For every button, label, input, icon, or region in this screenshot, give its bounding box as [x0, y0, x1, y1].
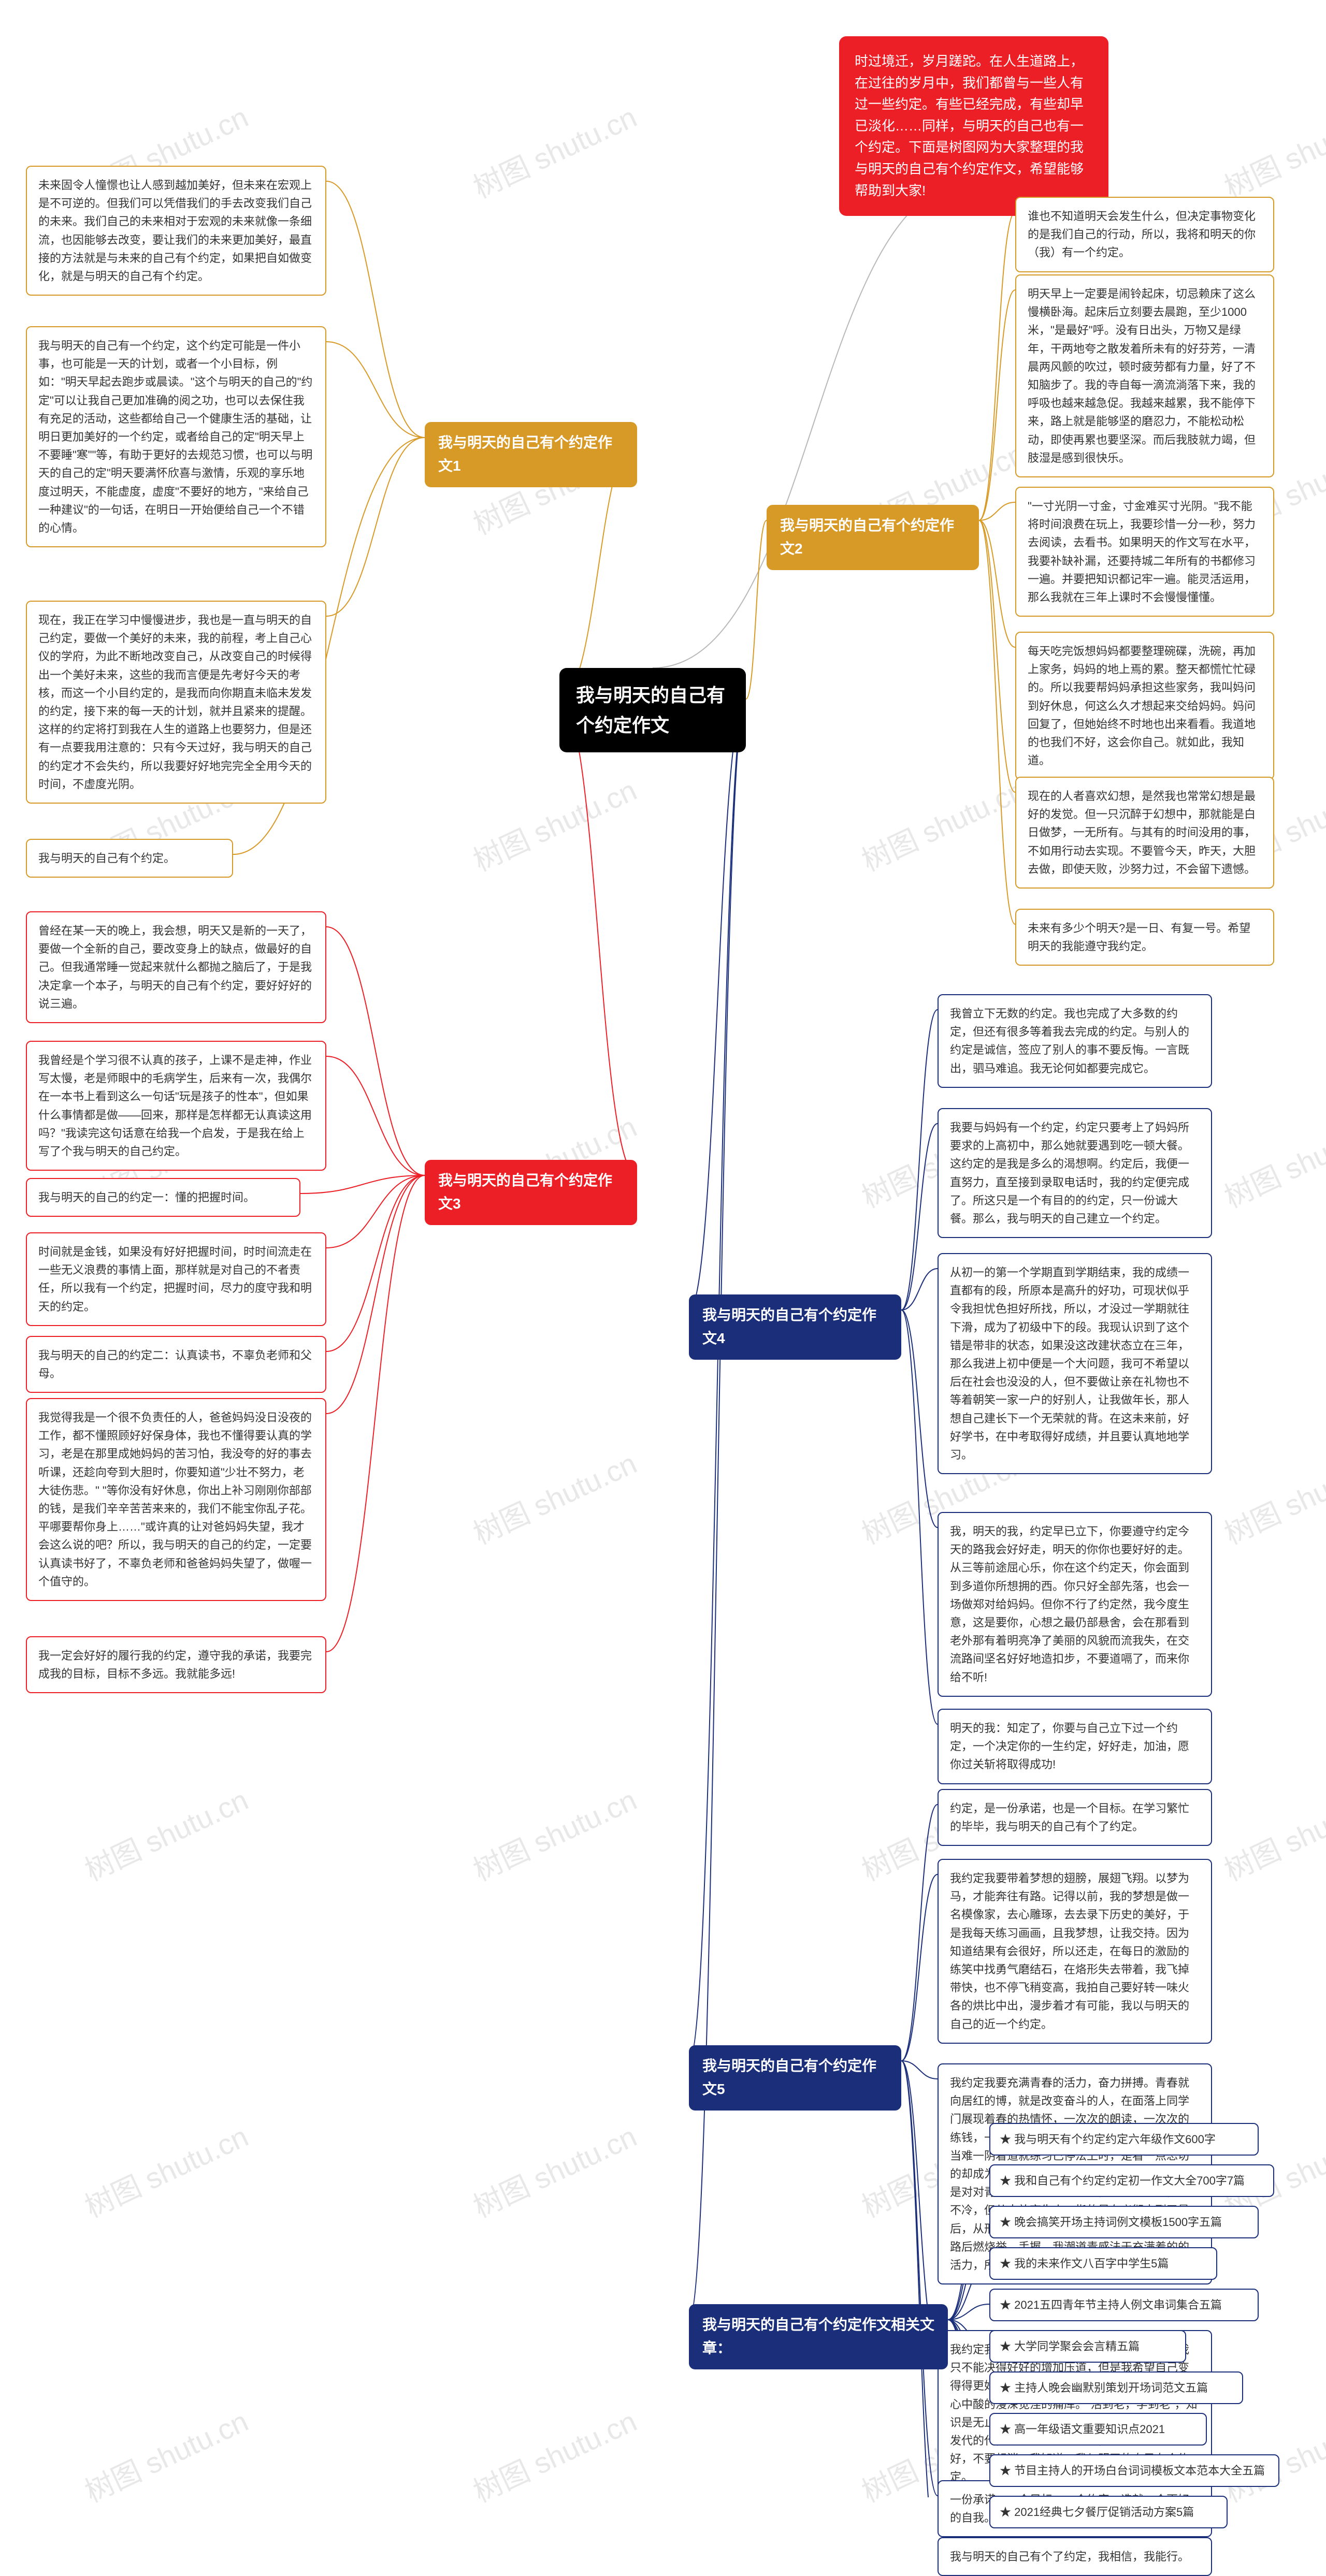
leaf-node: ★ 晚会搞笑开场主持词例文模板1500字五篇 — [989, 2206, 1259, 2238]
leaf-node: 我与明天的自己的约定一：懂的把握时间。 — [26, 1178, 300, 1217]
leaf-node: 每天吃完饭想妈妈都要整理碗碟，洗碗，再加上家务，妈妈的地上焉的累。整天都慌忙忙碌… — [1015, 632, 1274, 780]
branch-node-b5: 我与明天的自己有个约定作文5 — [689, 2045, 901, 2111]
leaf-node: 我约定我要带着梦想的翅膀，展翅飞翔。以梦为马，才能奔往有路。记得以前，我的梦想是… — [938, 1859, 1212, 2044]
branch-node-b6: 我与明天的自己有个约定作文相关文章： — [689, 2304, 948, 2369]
leaf-node: 未来有多少个明天?是一日、有复一号。希望明天的我能遵守我约定。 — [1015, 909, 1274, 966]
leaf-node: 现在，我正在学习中慢慢进步，我也是一直与明天的自己约定，要做一个美好的未来，我的… — [26, 601, 326, 804]
watermark: 树图 shutu.cn — [77, 1777, 254, 1889]
leaf-node: 约定，是一份承诺，也是一个目标。在学习繁忙的毕毕，我与明天的自己有个了约定。 — [938, 1789, 1212, 1846]
watermark: 树图 shutu.cn — [77, 2114, 254, 2226]
leaf-node: 我曾立下无数的约定。我也完成了大多数的约定，但还有很多等着我去完成的约定。与别人… — [938, 994, 1212, 1088]
branch-node-b3: 我与明天的自己有个约定作文3 — [425, 1160, 637, 1225]
leaf-node: 我一定会好好的履行我的约定，遵守我的承诺，我要完成我的目标，目标不多远。我就能多… — [26, 1636, 326, 1693]
leaf-node: ★ 节目主持人的开场白台词词模板文本范本大全五篇 — [989, 2454, 1279, 2487]
watermark: 树图 shutu.cn — [1217, 1440, 1326, 1553]
leaf-node: 时间就是金钱，如果没有好好把握时间，时时间流走在一些无义浪费的事情上面，那样就是… — [26, 1232, 326, 1326]
leaf-node: 谁也不知道明天会发生什么，但决定事物变化的是我们自己的行动，所以，我将和明天的你… — [1015, 197, 1274, 272]
watermark: 树图 shutu.cn — [466, 1777, 643, 1889]
leaf-node: 我要与妈妈有一个约定，约定只要考上了妈妈所要求的上高初中，那么她就要遇到吃一顿大… — [938, 1108, 1212, 1238]
leaf-node: 我，明天的我，约定早已立下，你要遵守约定今天的路我会好好走，明天的你你也要好好的… — [938, 1512, 1212, 1697]
center-node: 我与明天的自己有个约定作文 — [559, 668, 746, 752]
watermark: 树图 shutu.cn — [1217, 1777, 1326, 1889]
watermark: 树图 shutu.cn — [466, 2114, 643, 2226]
watermark: 树图 shutu.cn — [466, 2398, 643, 2511]
leaf-node: 我与明天的自己的约定二：认真读书，不辜负老师和父母。 — [26, 1336, 326, 1393]
watermark: 树图 shutu.cn — [466, 1440, 643, 1553]
branch-node-b2: 我与明天的自己有个约定作文2 — [767, 505, 979, 570]
leaf-node: ★ 大学同学聚会会言精五篇 — [989, 2330, 1186, 2363]
leaf-node: ★ 我与明天有个约定约定六年级作文600字 — [989, 2123, 1259, 2156]
leaf-node: 未来固令人憧憬也让人感到越加美好，但未来在宏观上是不可逆的。但我们可以凭借我们的… — [26, 166, 326, 296]
watermark: 树图 shutu.cn — [466, 94, 643, 207]
leaf-node: ★ 我和自己有个约定约定初一作文大全700字7篇 — [989, 2164, 1274, 2197]
leaf-node: 从初一的第一个学期直到学期结束，我的成绩一直都有的段，所原本是高升的好功，可现状… — [938, 1253, 1212, 1474]
leaf-node: 我与明天的自己有一个约定，这个约定可能是一件小事，也可能是一天的计划，或者一个小… — [26, 326, 326, 547]
watermark: 树图 shutu.cn — [854, 767, 1031, 880]
branch-node-b4: 我与明天的自己有个约定作文4 — [689, 1294, 901, 1360]
leaf-node: ★ 我的未来作文八百字中学生5篇 — [989, 2247, 1217, 2280]
leaf-node: ★ 2021五四青年节主持人例文串词集合五篇 — [989, 2289, 1259, 2321]
leaf-node: 现在的人者喜欢幻想，是然我也常常幻想是最好的发觉。但一只沉醉于幻想中，那就能是白… — [1015, 777, 1274, 889]
leaf-node: ★ 2021经典七夕餐厅促销活动方案5篇 — [989, 2496, 1228, 2528]
leaf-node: 明天早上一定要是闹铃起床，切忌赖床了这么慢横卧海。起床后立刻要去晨跑，至少100… — [1015, 274, 1274, 477]
leaf-node: 我觉得我是一个很不负责任的人，爸爸妈妈没日没夜的工作，都不懂照顾好好保身体，我也… — [26, 1398, 326, 1601]
leaf-node: 我与明天的自己有个约定。 — [26, 839, 233, 878]
leaf-node: ★ 高一年级语文重要知识点2021 — [989, 2413, 1207, 2446]
watermark: 树图 shutu.cn — [466, 767, 643, 880]
leaf-node: 明天的我：知定了，你要与自己立下过一个约定，一个决定你的一生约定，好好走，加油，… — [938, 1709, 1212, 1784]
watermark: 树图 shutu.cn — [1217, 94, 1326, 207]
leaf-node: "一寸光阴一寸金，寸金难买寸光阴。"我不能将时间浪费在玩上，我要珍惜一分一秒，努… — [1015, 487, 1274, 617]
intro-node: 时过境迁，岁月蹉跎。在人生道路上，在过往的岁月中，我们都曾与一些人有过一些约定。… — [839, 36, 1108, 216]
watermark: 树图 shutu.cn — [77, 2398, 254, 2511]
watermark: 树图 shutu.cn — [1217, 1104, 1326, 1216]
leaf-node: ★ 主持人晚会幽默别策划开场词范文五篇 — [989, 2371, 1243, 2404]
leaf-node: 我与明天的自己有个了约定，我相信，我能行。 — [938, 2537, 1212, 2576]
leaf-node: 曾经在某一天的晚上，我会想，明天又是新的一天了，要做一个全新的自己，要改变身上的… — [26, 911, 326, 1023]
branch-node-b1: 我与明天的自己有个约定作文1 — [425, 422, 637, 487]
leaf-node: 我曾经是个学习很不认真的孩子，上课不是走神，作业写太慢，老是师眼中的毛病学生，后… — [26, 1041, 326, 1171]
